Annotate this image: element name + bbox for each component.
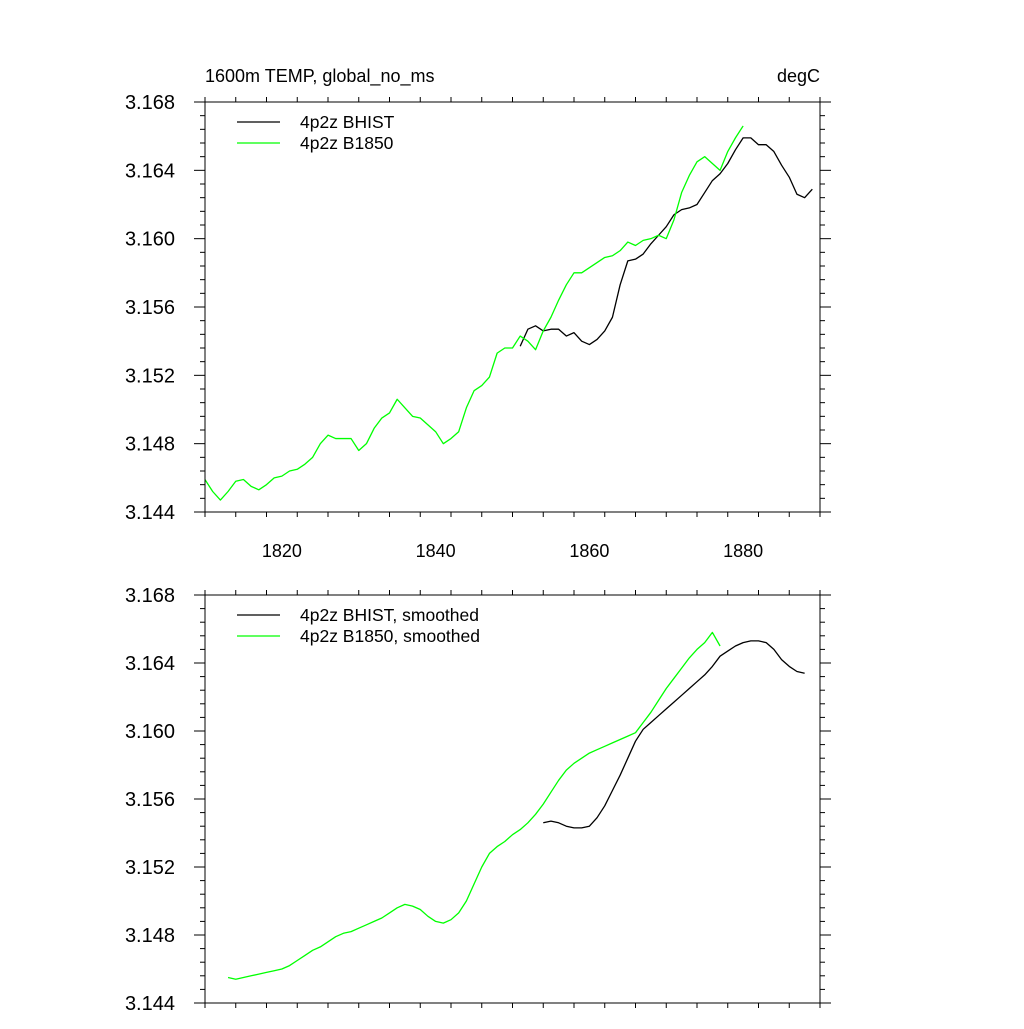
legend-label: 4p2z B1850, smoothed: [300, 626, 480, 646]
y-tick-label: 3.148: [125, 434, 175, 456]
bottom-panel: 3.144 3.148 3.152 3.156 3.160 3.164 3.168 4p2z …: [125, 585, 831, 1015]
series-line-b1850: [227, 631, 721, 980]
series-line-bhist: [543, 640, 805, 829]
y-tick-label: 3.164: [125, 653, 175, 675]
y-tick-label: 3.144: [125, 502, 175, 524]
y-tick-label: 3.156: [125, 297, 175, 319]
series-line-bhist: [519, 137, 813, 347]
panel-title: 1600m TEMP, global_no_ms: [205, 66, 434, 87]
legend-label: 4p2z BHIST, smoothed: [300, 605, 479, 625]
legend-label: 4p2z B1850: [300, 133, 394, 153]
top-panel: 1600m TEMP, global_no_ms degC 1820 1840 18…: [125, 66, 831, 561]
x-tick-label: 1880: [723, 541, 763, 561]
plot-frame: [204, 594, 821, 1004]
x-tick-label: 1820: [262, 541, 302, 561]
y-tick-label: 3.148: [125, 925, 175, 947]
panel-units: degC: [777, 66, 820, 86]
x-tick-label: 1840: [416, 541, 456, 561]
y-tick-label: 3.164: [125, 160, 175, 182]
y-tick-label: 3.168: [125, 92, 175, 114]
y-tick-label: 3.144: [125, 993, 175, 1015]
y-tick-label: 3.152: [125, 365, 175, 387]
y-tick-label: 3.168: [125, 585, 175, 607]
x-tick-label: 1860: [569, 541, 609, 561]
y-tick-label: 3.160: [125, 721, 175, 743]
y-tick-label: 3.152: [125, 857, 175, 879]
y-tick-label: 3.160: [125, 229, 175, 251]
series-line-b1850: [205, 125, 744, 501]
y-tick-label: 3.156: [125, 789, 175, 811]
legend-label: 4p2z BHIST: [300, 112, 395, 132]
